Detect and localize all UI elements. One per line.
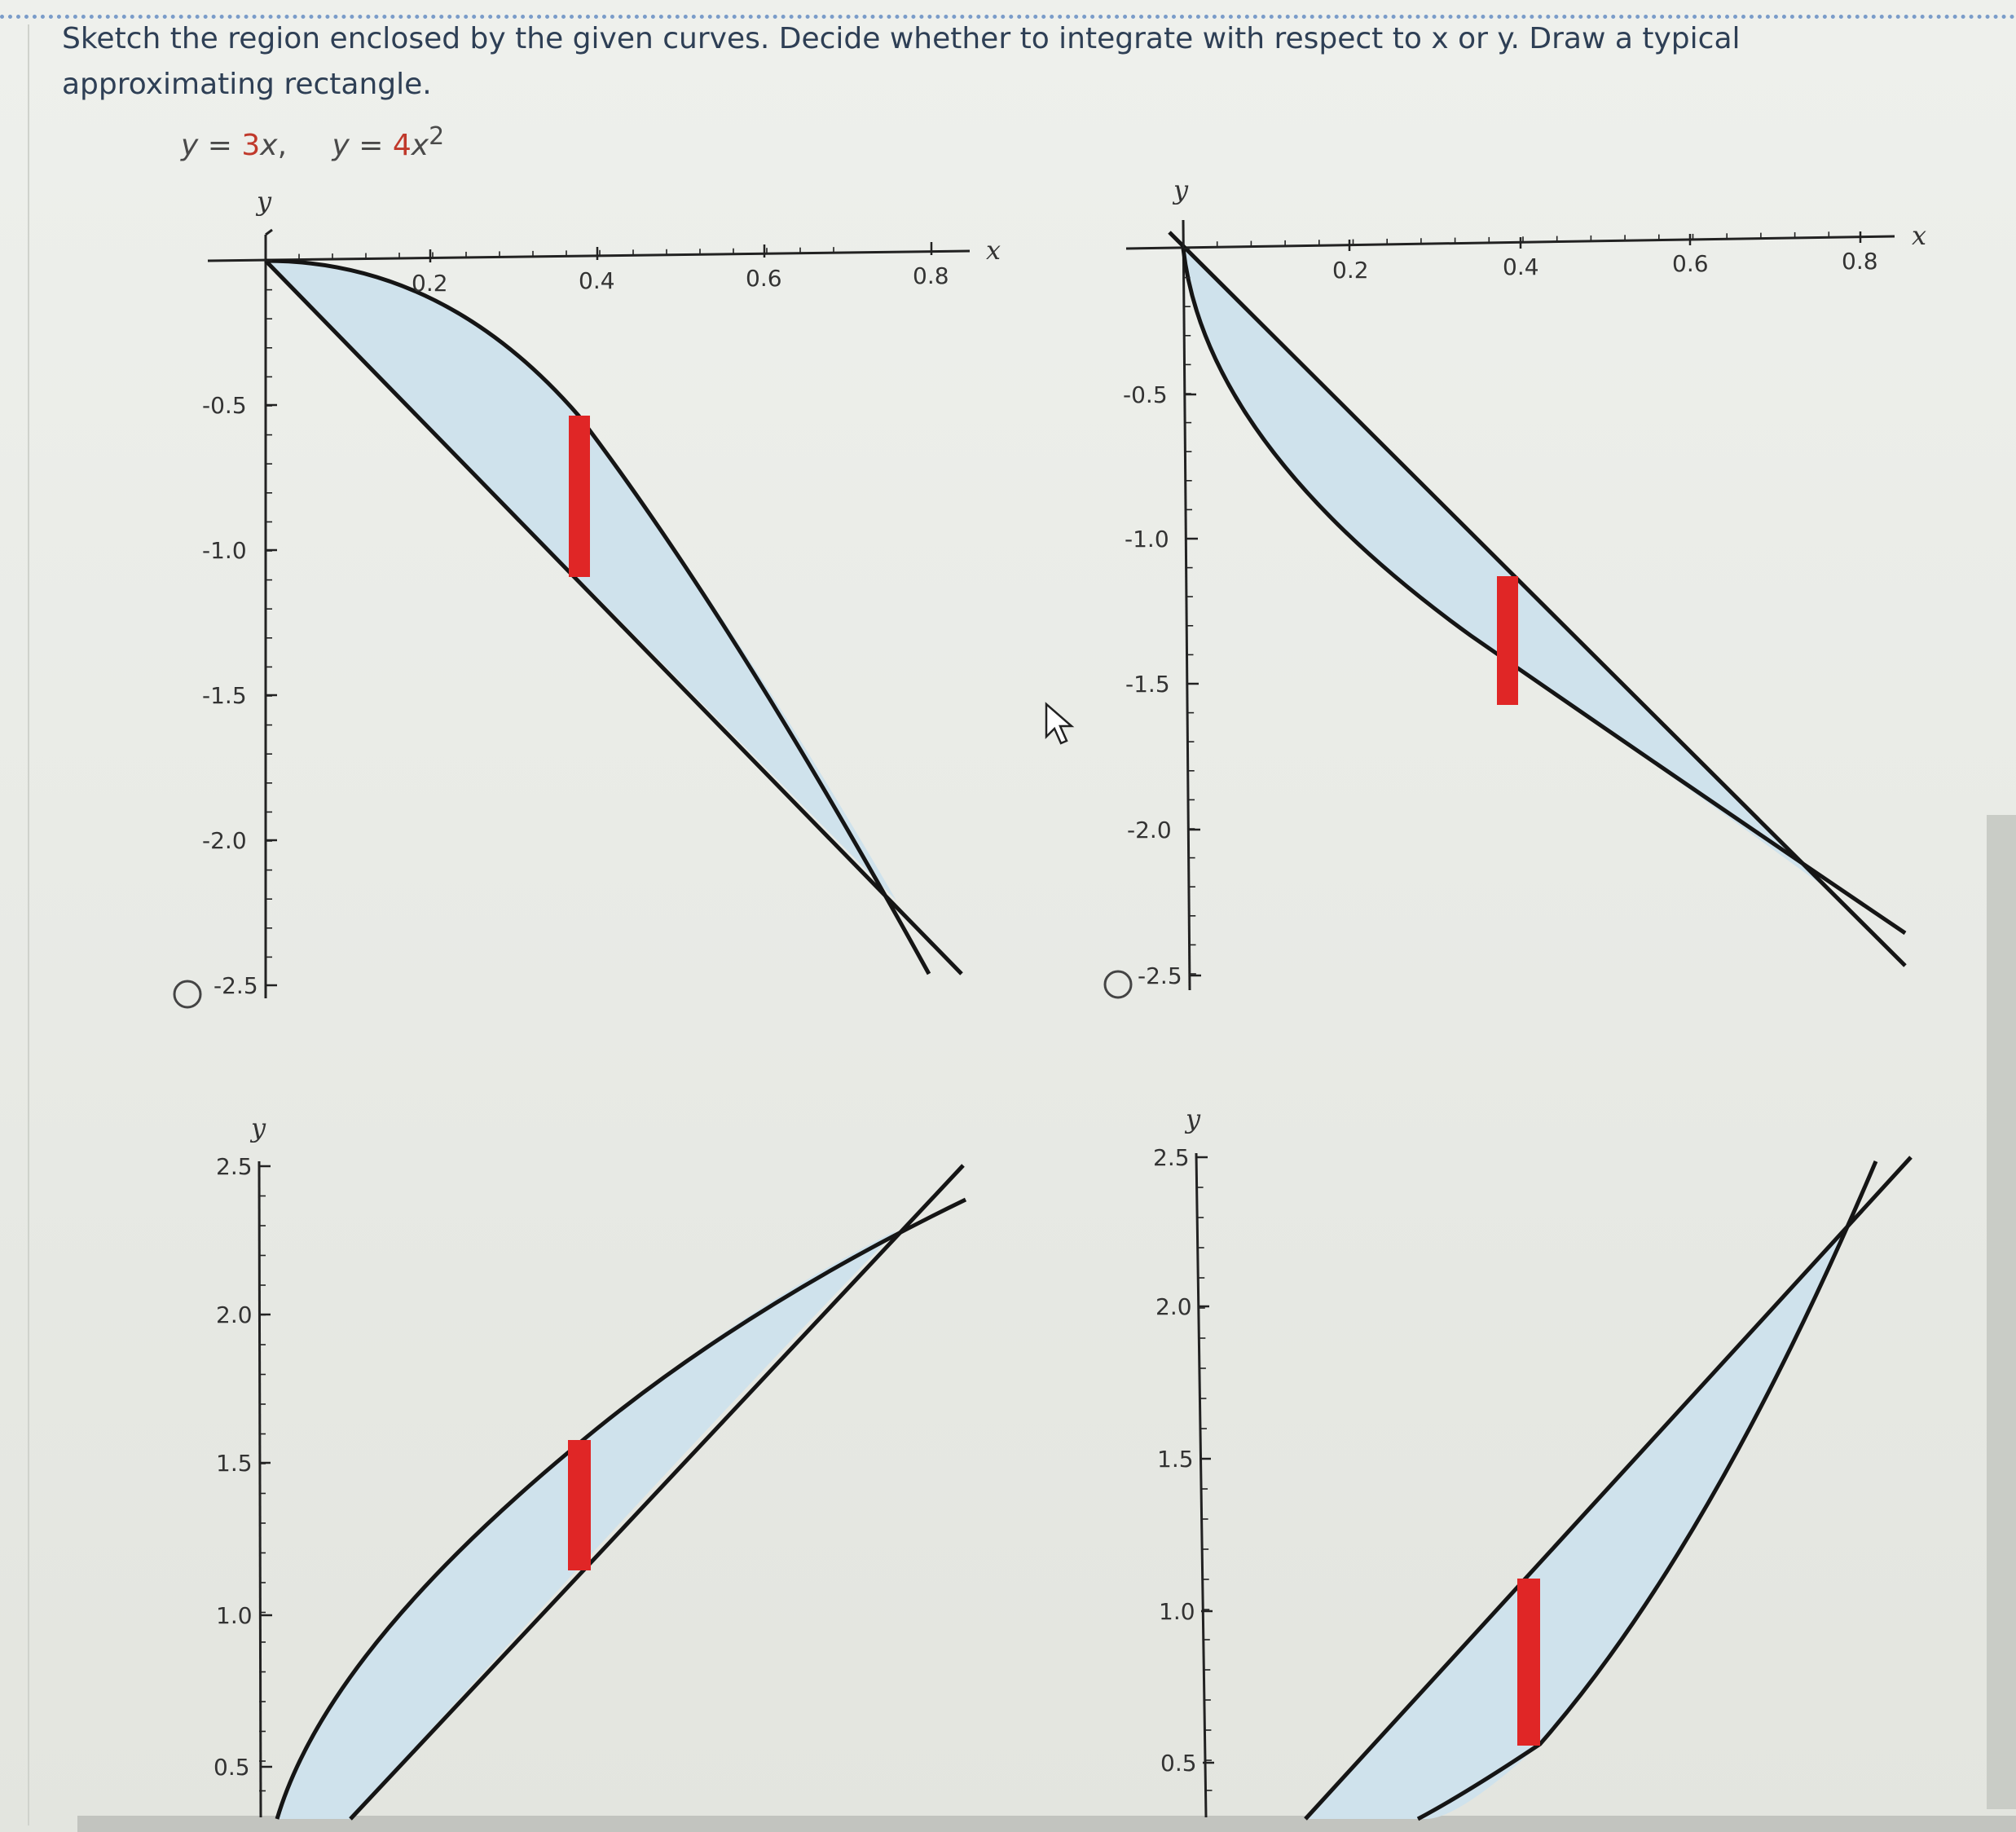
question-text: Sketch the region enclosed by the given … bbox=[62, 22, 1741, 101]
option-b-line bbox=[1168, 231, 1907, 967]
option-b-y-axis bbox=[1182, 219, 1191, 991]
option-d-approx-rectangle bbox=[1517, 1579, 1540, 1746]
option-c-ytick-label: 2.0 bbox=[216, 1301, 253, 1328]
option-b-radio-button[interactable] bbox=[1103, 970, 1133, 999]
option-b-x-ticks bbox=[1348, 231, 1862, 251]
option-a-ytick-label: -1.5 bbox=[202, 682, 247, 709]
option-a-ytick-label: -2.0 bbox=[202, 827, 247, 854]
option-a-y-arrow bbox=[265, 228, 273, 236]
option-b-ytick-label: -2.5 bbox=[1138, 962, 1182, 989]
option-b-x-label: x bbox=[1912, 220, 1926, 251]
option-a-graph[interactable]: 0.2 0.4 0.6 0.8 x y -0.5 -1.0 -1.5 -2.0 … bbox=[173, 186, 1001, 1009]
option-a-xtick-label: 0.6 bbox=[746, 265, 782, 292]
option-b-ytick-label: -1.5 bbox=[1125, 671, 1170, 698]
option-c-approx-rectangle bbox=[568, 1440, 591, 1570]
option-b-y-label: y bbox=[1172, 174, 1189, 205]
option-a-xtick-label: 0.2 bbox=[412, 270, 448, 297]
option-c-ytick-label: 2.5 bbox=[216, 1153, 253, 1180]
option-a-x-ticks bbox=[429, 242, 933, 262]
option-b-graph[interactable]: 0.2 0.4 0.6 0.8 x y -0.5 -1.0 -1.5 -2.0 … bbox=[1103, 174, 1926, 999]
option-b-approx-rectangle bbox=[1497, 576, 1518, 705]
option-d-graph[interactable]: 2.5 2.0 1.5 1.0 0.5 y bbox=[1153, 1103, 1913, 1821]
option-a-y-label: y bbox=[255, 186, 272, 217]
option-d-ytick-label: 2.5 bbox=[1153, 1144, 1190, 1171]
option-a-curve bbox=[265, 258, 931, 975]
option-c-ytick-label: 1.0 bbox=[216, 1602, 253, 1629]
top-dotted-border bbox=[0, 15, 2016, 19]
option-d-line bbox=[1304, 1156, 1913, 1821]
option-a-ytick-label: -2.5 bbox=[213, 972, 258, 999]
equation-2: y = 4x2 bbox=[332, 122, 445, 162]
arrow-cursor-icon bbox=[1045, 702, 1075, 745]
option-d-ytick-label: 2.0 bbox=[1155, 1293, 1192, 1320]
option-c-y-axis bbox=[258, 1160, 262, 1818]
option-c-ytick-label: 1.5 bbox=[216, 1450, 253, 1477]
option-c-graph[interactable]: 2.5 2.0 1.5 1.0 0.5 y bbox=[213, 1112, 967, 1821]
option-b-xtick-label: 0.8 bbox=[1842, 248, 1878, 275]
option-d-ytick-label: 0.5 bbox=[1160, 1750, 1197, 1777]
option-b-xtick-label: 0.4 bbox=[1503, 253, 1539, 280]
option-c-line bbox=[349, 1164, 965, 1821]
option-a-radio-button[interactable] bbox=[173, 980, 202, 1009]
given-equations: y = 3x, y = 4x2 bbox=[181, 122, 480, 162]
equation-1: y = 3x, bbox=[181, 129, 288, 162]
option-b-ytick-label: -1.0 bbox=[1125, 526, 1169, 553]
option-d-ytick-label: 1.0 bbox=[1159, 1598, 1195, 1625]
option-a-xtick-label: 0.4 bbox=[579, 267, 615, 294]
horizontal-scrollbar[interactable] bbox=[77, 1816, 2016, 1832]
option-c-ytick-label: 0.5 bbox=[213, 1754, 250, 1781]
option-d-y-label: y bbox=[1184, 1103, 1201, 1134]
left-margin-rule bbox=[28, 24, 29, 1825]
option-b-x-axis bbox=[1125, 235, 1895, 250]
option-a-x-axis bbox=[207, 249, 971, 262]
option-a-ytick-label: -0.5 bbox=[202, 392, 247, 419]
option-d-y-axis bbox=[1195, 1152, 1208, 1818]
option-a-x-label: x bbox=[986, 235, 1001, 266]
option-a-approx-rectangle bbox=[569, 416, 590, 577]
option-b-ytick-label: -2.0 bbox=[1127, 817, 1172, 843]
scrollbar-track[interactable] bbox=[1987, 815, 2016, 1809]
option-b-curve bbox=[1181, 248, 1907, 936]
option-a-ytick-label: -1.0 bbox=[202, 537, 247, 564]
option-b-ytick-label: -0.5 bbox=[1123, 381, 1168, 408]
option-a-xtick-label: 0.8 bbox=[913, 262, 949, 289]
option-a-line bbox=[264, 259, 963, 975]
option-c-y-label: y bbox=[249, 1112, 266, 1143]
option-d-ytick-label: 1.5 bbox=[1157, 1446, 1194, 1473]
option-a-y-ticks bbox=[266, 403, 277, 987]
option-b-xtick-label: 0.2 bbox=[1332, 257, 1369, 284]
option-d-curve bbox=[1416, 1160, 1878, 1821]
option-b-xtick-label: 0.6 bbox=[1672, 250, 1709, 277]
